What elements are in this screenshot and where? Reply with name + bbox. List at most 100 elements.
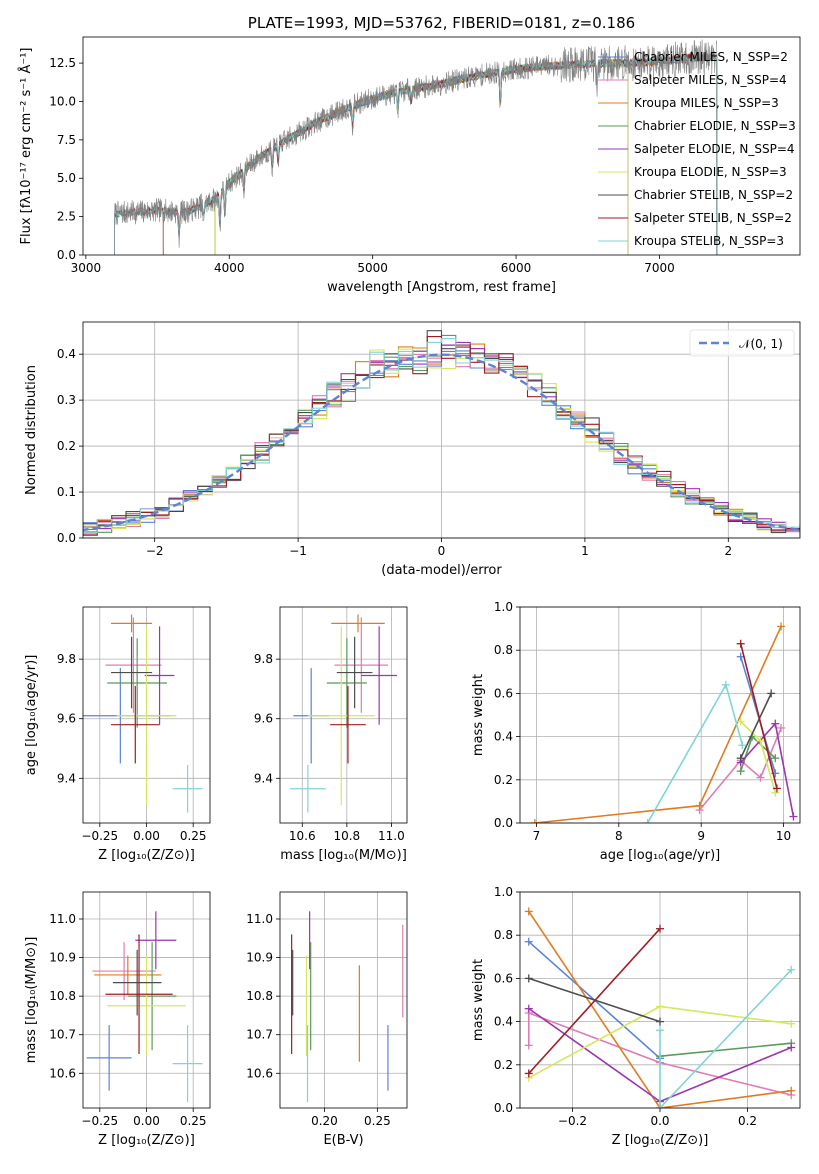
data-point-marker <box>643 819 652 823</box>
mass-weight-line <box>698 727 782 811</box>
y-axis-label: mass [log₁₀(M/M⊙)] <box>24 937 39 1064</box>
y-tick-label: 0.0 <box>494 816 513 830</box>
legend-entry: Chabrier ELODIE, N_SSP=3 <box>634 119 796 133</box>
plot-area-mass-vs-Z <box>86 911 203 1103</box>
mass-weight-line <box>528 1011 792 1096</box>
y-tick-label: 0.6 <box>494 686 513 700</box>
errorbar-point <box>331 614 385 633</box>
y-tick-label: 11.0 <box>246 912 273 926</box>
y-tick-label: 0.1 <box>57 485 76 499</box>
y-tick-label: 0.0 <box>494 1101 513 1115</box>
y-tick-label: 12.5 <box>49 56 76 70</box>
legend-entry: Salpeter STELIB, N_SSP=2 <box>634 211 792 225</box>
x-axis-label: (data-model)/error <box>381 563 502 578</box>
y-tick-label: 5.0 <box>57 171 76 185</box>
legend-entry: Kroupa STELIB, N_SSP=3 <box>634 234 784 248</box>
legend-entry: Chabrier STELIB, N_SSP=2 <box>634 188 793 202</box>
errorbar-point <box>92 942 156 1000</box>
y-axis-label: age [log₁₀(age/yr)] <box>24 655 39 776</box>
data-point-marker <box>721 680 730 689</box>
data-point-marker <box>656 1026 664 1035</box>
data-point-marker <box>789 812 798 821</box>
y-tick-label: 0.2 <box>494 773 513 787</box>
errorbar-point <box>144 626 175 725</box>
panel-spectrum: 3000 4000 5000 6000 7000 0.0 2.5 5.0 7.5 10.0 12.5… <box>18 14 801 295</box>
axes-frame <box>519 891 801 1109</box>
errorbar-point <box>361 626 397 725</box>
y-tick-label: 9.8 <box>57 652 76 666</box>
data-point-marker <box>771 754 780 763</box>
y-tick-label: 10.6 <box>246 1066 273 1080</box>
x-tick-label: −0.2 <box>558 1114 587 1128</box>
legend-entry: Kroupa MILES, N_SSP=3 <box>634 96 779 110</box>
mass-weight-line <box>659 969 792 1108</box>
plot-area-age-vs-mass <box>290 614 397 813</box>
y-tick-label: 10.9 <box>246 951 273 965</box>
data-point-marker <box>524 907 533 916</box>
y-tick-label: 2.5 <box>57 210 76 224</box>
y-axis-label: mass weight <box>471 674 486 756</box>
errorbar-point <box>107 638 168 728</box>
plot-area-residuals <box>83 330 800 537</box>
errorbar-point <box>94 955 162 995</box>
x-tick-label: 10.6 <box>289 829 316 843</box>
x-tick-label: 0.25 <box>180 829 207 843</box>
x-tick-label: 11.0 <box>378 829 405 843</box>
residual-histogram-step <box>83 338 800 534</box>
axes-frame <box>519 606 801 824</box>
mass-weight-line <box>739 643 778 789</box>
data-point-marker <box>767 689 776 698</box>
axes-frame <box>279 891 408 1109</box>
errorbar-point <box>307 626 375 806</box>
data-point-marker <box>787 1019 796 1028</box>
data-point-marker <box>530 819 539 823</box>
y-tick-label: 10.7 <box>246 1028 273 1042</box>
data-point-marker <box>524 937 533 946</box>
panel-residuals: −2 −1 0 1 2 0.0 0.1 0.2 0.3 0.4 (data-model)/error… <box>24 321 801 578</box>
x-tick-label: 7000 <box>644 261 675 275</box>
data-point-marker <box>787 1043 796 1052</box>
data-point-marker <box>738 741 747 750</box>
errorbar-point <box>172 1025 203 1103</box>
x-tick-label: 0.20 <box>311 1114 338 1128</box>
y-axis-label: Normed distribution <box>24 365 39 495</box>
data-point-marker <box>656 924 664 933</box>
y-tick-label: 0.3 <box>57 393 76 407</box>
data-point-marker <box>777 723 786 732</box>
legend-entry: Kroupa ELODIE, N_SSP=3 <box>634 165 787 179</box>
data-point-marker <box>656 1104 664 1108</box>
errorbar-point <box>290 764 326 813</box>
mass-weight-line <box>739 735 776 772</box>
x-tick-label: 5000 <box>357 261 388 275</box>
errorbar-point <box>111 614 153 633</box>
y-tick-label: 0.4 <box>57 347 76 361</box>
x-tick-label: 0.2 <box>738 1114 757 1128</box>
panel-mass-vs-ebv: 0.20 0.25 10.6 10.7 10.8 10.9 11.0 E(B-V) <box>246 891 408 1148</box>
plot-area-age-vs-Z <box>83 614 203 813</box>
data-point-marker <box>736 639 745 648</box>
legend-entry: Chabrier MILES, N_SSP=2 <box>634 50 788 64</box>
plot-area-spectrum <box>114 39 718 255</box>
axes-frame <box>82 891 211 1109</box>
y-tick-label: 10.9 <box>49 951 76 965</box>
errorbar-point <box>336 636 373 709</box>
x-tick-label: 8 <box>615 829 623 843</box>
y-tick-label: 10.6 <box>49 1066 76 1080</box>
data-point-marker <box>777 622 786 631</box>
errorbar-point <box>116 626 177 806</box>
x-axis-label: age [log₁₀(age/yr)] <box>600 848 721 863</box>
axes-frame <box>82 606 211 824</box>
errorbar-point <box>86 1025 132 1091</box>
mass-weight-line <box>646 682 744 823</box>
x-tick-label: 1 <box>581 544 589 558</box>
axes-frame <box>279 606 408 824</box>
x-tick-label: 0.00 <box>133 829 160 843</box>
y-tick-label: 9.8 <box>254 652 273 666</box>
errorbar-point <box>111 636 153 709</box>
y-tick-label: 0.4 <box>494 730 513 744</box>
y-tick-label: 0.2 <box>494 1058 513 1072</box>
data-point-marker <box>524 1041 533 1050</box>
chart-title: PLATE=1993, MJD=53762, FIBERID=0181, z=0… <box>248 14 635 32</box>
data-point-marker <box>756 773 765 782</box>
legend-box <box>689 329 795 357</box>
